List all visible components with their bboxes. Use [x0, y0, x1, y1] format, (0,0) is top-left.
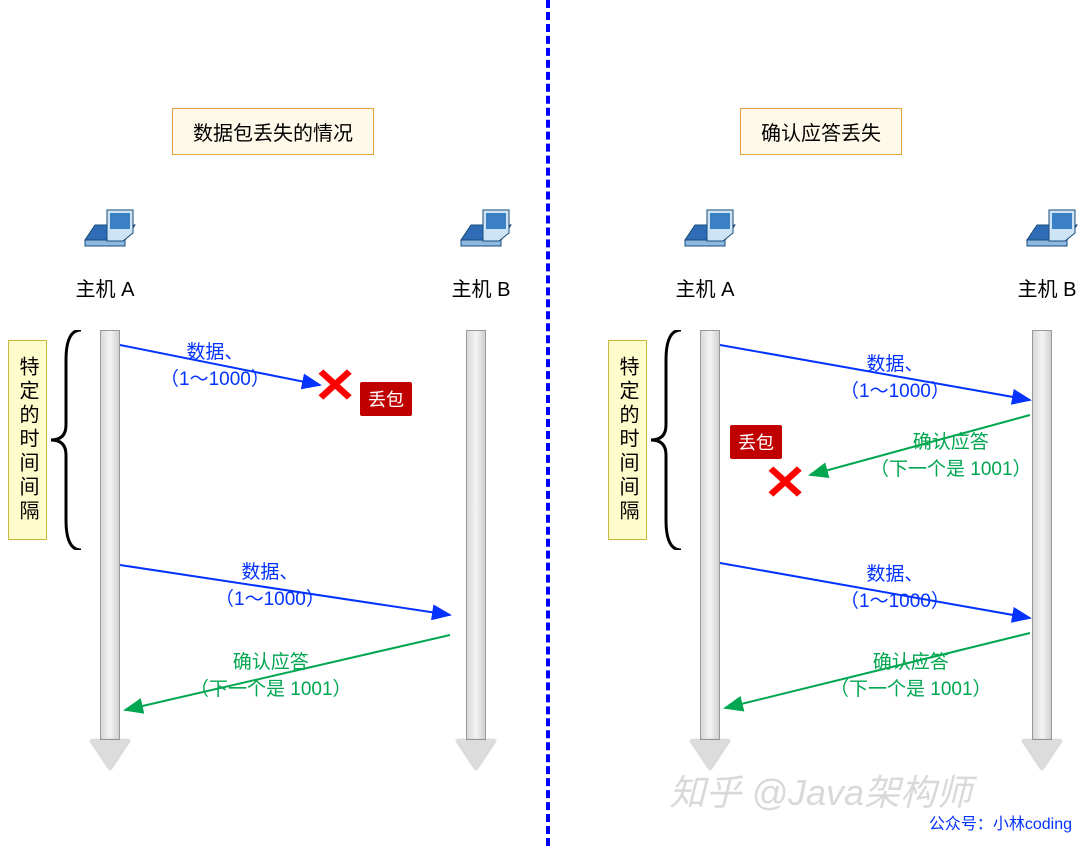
right-host-b-label: 主机 B	[1012, 273, 1082, 302]
watermark: 知乎 @Java架构师	[669, 764, 972, 816]
right-msg1: 数据、 （1～1000）	[840, 352, 950, 405]
right-host-b: 主机 B	[1012, 200, 1082, 302]
left-timeline-a	[100, 330, 120, 770]
left-panel: 数据包丢失的情况 主机 A 主机 B 特定的时间间隔	[0, 0, 546, 846]
right-interval-label: 特定的时间间隔	[608, 340, 647, 540]
left-interval-label: 特定的时间间隔	[8, 340, 47, 540]
left-brace-icon	[46, 330, 86, 550]
computer-icon	[446, 200, 516, 260]
right-host-a-label: 主机 A	[670, 273, 740, 302]
attribution: 公众号：小林coding	[929, 810, 1072, 834]
computer-icon	[670, 200, 740, 260]
right-timeline-a	[700, 330, 720, 770]
computer-icon	[1012, 200, 1082, 260]
left-x-icon: ✕	[313, 358, 357, 414]
right-loss-badge: 丢包	[730, 425, 782, 459]
left-host-b: 主机 B	[446, 200, 516, 302]
right-host-a: 主机 A	[670, 200, 740, 302]
left-msg2: 数据、 （1～1000）	[215, 560, 325, 613]
left-loss-badge: 丢包	[360, 382, 412, 416]
right-ack1: 确认应答 （下一个是 1001）	[870, 430, 1032, 483]
right-msg2: 数据、 （1～1000）	[840, 562, 950, 615]
right-panel: 确认应答丢失 主机 A 主机 B 特定的时间间隔	[550, 0, 1092, 846]
right-brace-icon	[646, 330, 686, 550]
right-x-icon: ✕	[763, 455, 807, 511]
left-ack: 确认应答 （下一个是 1001）	[190, 650, 352, 703]
left-msg1: 数据、 （1～1000）	[160, 340, 270, 393]
right-title: 确认应答丢失	[740, 108, 902, 155]
left-host-b-label: 主机 B	[446, 273, 516, 302]
left-timeline-b	[466, 330, 486, 770]
left-host-a-label: 主机 A	[70, 273, 140, 302]
right-ack2: 确认应答 （下一个是 1001）	[830, 650, 992, 703]
left-title: 数据包丢失的情况	[172, 108, 374, 155]
left-host-a: 主机 A	[70, 200, 140, 302]
computer-icon	[70, 200, 140, 260]
